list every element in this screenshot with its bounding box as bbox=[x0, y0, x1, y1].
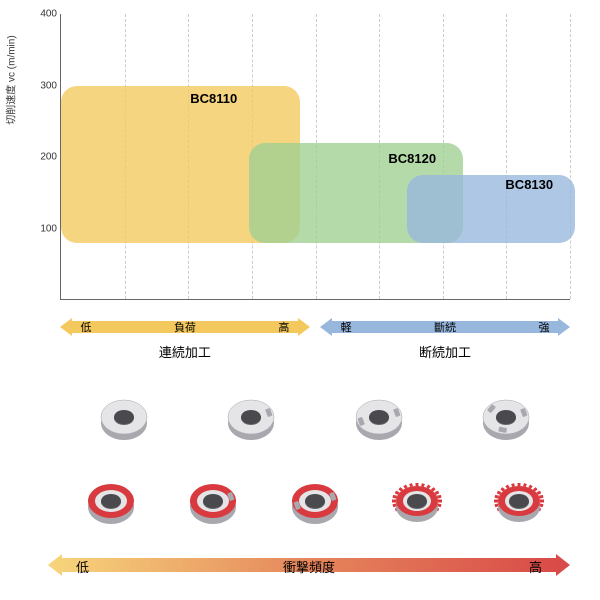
parts-row-1 bbox=[60, 388, 570, 448]
arrow-right-label: 高 bbox=[278, 319, 289, 335]
part-r2-1 bbox=[183, 473, 243, 531]
ytick: 200 bbox=[29, 152, 57, 163]
parts-row-2 bbox=[60, 472, 570, 532]
arrow-left-label: 軽 bbox=[341, 319, 352, 335]
arrow-left-label: 低 bbox=[81, 319, 92, 335]
ytick: 300 bbox=[29, 80, 57, 91]
impact-high-label: 高 bbox=[529, 557, 542, 576]
x-arrow-1: 軽 斷続 強 bbox=[320, 318, 570, 336]
impact-frequency-arrow: 低 衝撃頻度 高 bbox=[48, 554, 570, 576]
arrow-right-label: 強 bbox=[538, 319, 549, 335]
ytick: 100 bbox=[29, 223, 57, 234]
region-label-BC8120: BC8120 bbox=[388, 151, 436, 166]
plot-area: 100200300400BC8110BC8120BC8130 bbox=[60, 14, 570, 300]
region-label-BC8110: BC8110 bbox=[190, 91, 237, 106]
category-label-1: 断続加工 bbox=[419, 342, 471, 361]
ytick: 400 bbox=[29, 9, 57, 20]
part-r1-3 bbox=[476, 389, 536, 447]
region-label-BC8130: BC8130 bbox=[505, 177, 553, 192]
part-r1-1 bbox=[221, 389, 281, 447]
part-r2-4 bbox=[489, 473, 549, 531]
arrow-center-label: 斷続 bbox=[434, 319, 456, 335]
impact-low-label: 低 bbox=[76, 557, 89, 576]
part-r2-2 bbox=[285, 473, 345, 531]
y-axis-label: 切削速度 vc (m/min) bbox=[3, 35, 18, 124]
x-arrow-0: 低 負荷 高 bbox=[60, 318, 310, 336]
impact-center-label: 衝撃頻度 bbox=[283, 557, 335, 576]
arrow-center-label: 負荷 bbox=[174, 319, 196, 335]
part-r2-3 bbox=[387, 473, 447, 531]
speed-chart: 切削速度 vc (m/min) 100200300400BC8110BC8120… bbox=[60, 14, 570, 309]
category-label-0: 連続加工 bbox=[159, 342, 211, 361]
part-r2-0 bbox=[81, 473, 141, 531]
part-r1-0 bbox=[94, 389, 154, 447]
part-r1-2 bbox=[349, 389, 409, 447]
